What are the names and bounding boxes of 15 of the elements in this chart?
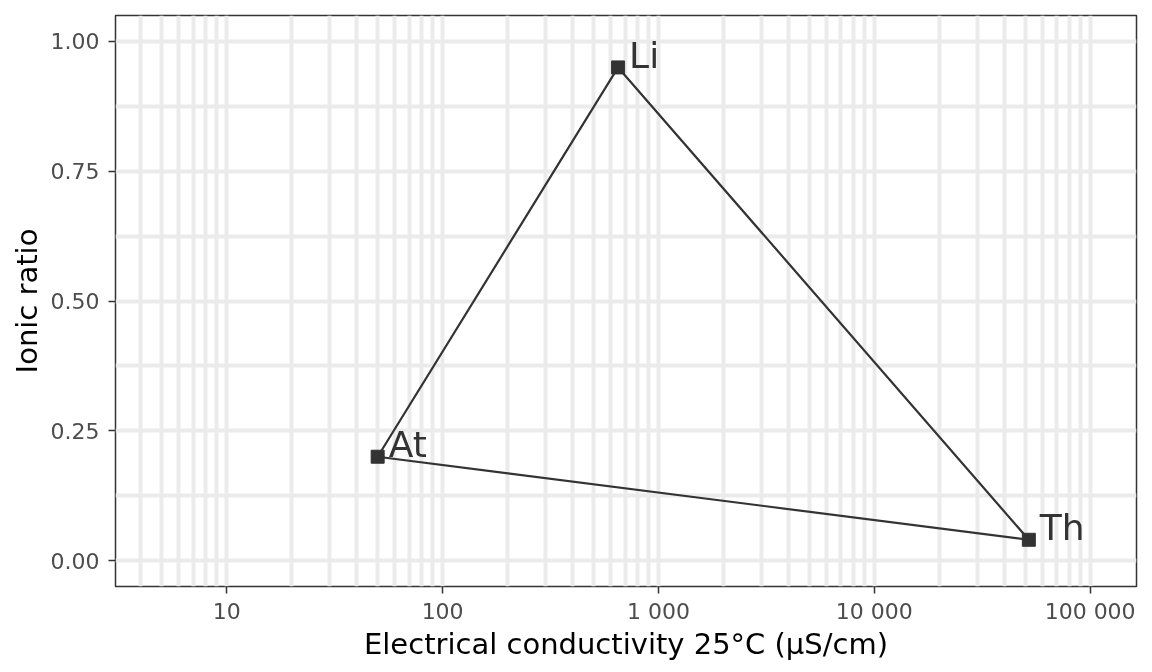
x-tick-label: 1 000 bbox=[626, 598, 690, 624]
annotation: Th bbox=[1038, 507, 1085, 549]
y-tick-label: 0.50 bbox=[50, 289, 100, 314]
y-tick-label: 1.00 bbox=[50, 29, 100, 55]
y-tick-label: 0.00 bbox=[50, 548, 100, 574]
annotation: Li bbox=[629, 34, 660, 76]
x-tick-label: 100 bbox=[421, 598, 464, 624]
x-tick-label: 100 000 bbox=[1044, 598, 1136, 624]
y-tick-label: 0.25 bbox=[50, 418, 100, 444]
x-axis-title: Electrical conductivity 25°C (µS/cm) bbox=[363, 626, 889, 661]
y-axis-title: Ionic ratio bbox=[9, 228, 44, 374]
y-tick-label: 0.75 bbox=[50, 159, 100, 185]
annotation: At bbox=[388, 424, 427, 466]
x-tick-label: 10 bbox=[212, 598, 241, 624]
x-tick-label: 10 000 bbox=[835, 598, 913, 624]
